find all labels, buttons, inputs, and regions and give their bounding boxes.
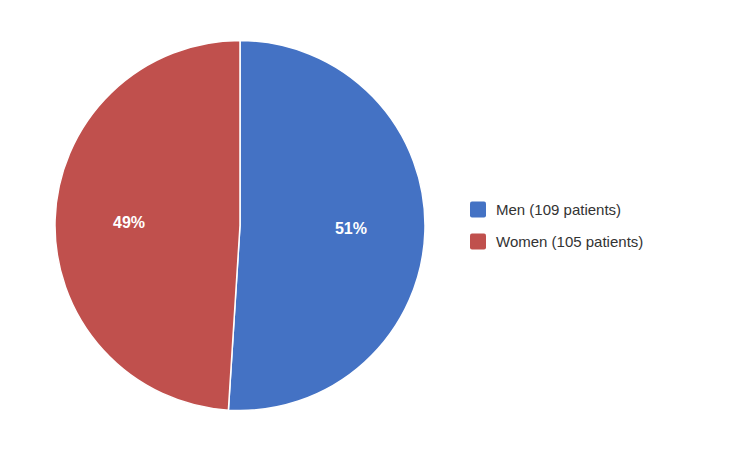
data-label: 49% (113, 214, 145, 231)
legend-label: Women (105 patients) (496, 233, 643, 250)
legend-swatch (470, 234, 486, 250)
data-label: 51% (335, 220, 367, 237)
slices (55, 41, 425, 411)
legend: Men (109 patients) Women (105 patients) (470, 201, 643, 250)
pie-slice (228, 41, 425, 411)
chart: 51% 49% Men (109 patients) Women (105 patie… (0, 0, 752, 451)
legend-swatch (470, 202, 486, 218)
data-labels: 51% 49% (113, 214, 367, 238)
legend-label: Men (109 patients) (496, 201, 621, 218)
pie-slice (55, 41, 240, 411)
